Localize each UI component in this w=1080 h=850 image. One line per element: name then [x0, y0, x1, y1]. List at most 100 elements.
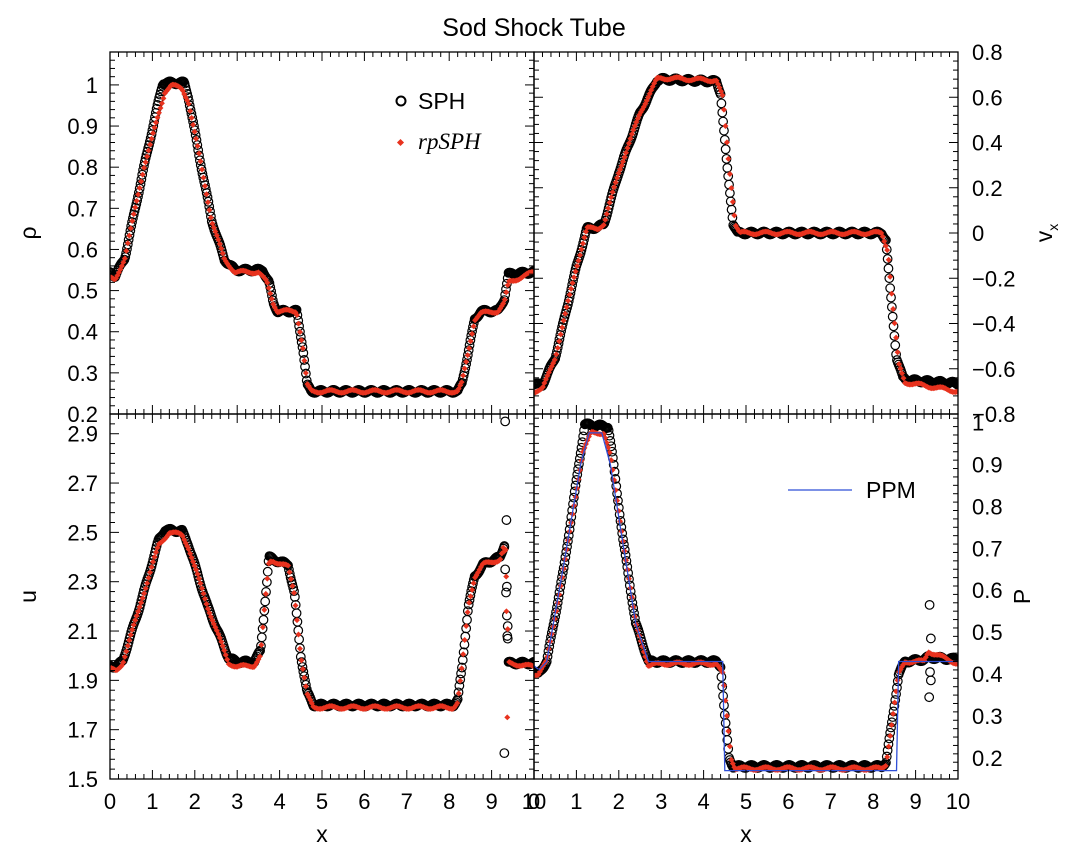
sph-point	[609, 466, 620, 477]
sph-point	[122, 239, 133, 250]
sph-point	[925, 667, 935, 677]
rpsph-point	[884, 754, 891, 760]
rpsph-point	[882, 762, 889, 769]
rpsph-point	[127, 225, 134, 232]
sph-point	[573, 464, 583, 475]
rpsph-point	[207, 214, 214, 221]
u-ytick-label: 2.3	[67, 570, 98, 595]
sph-point	[192, 140, 203, 150]
rpsph-point	[562, 310, 569, 317]
rpsph-point	[206, 207, 213, 214]
rpsph-point	[197, 158, 204, 165]
sph-point	[575, 448, 586, 458]
P-ytick-label: 0.7	[972, 536, 1003, 561]
sph-point	[717, 681, 728, 692]
rpsph-point	[147, 569, 154, 576]
rpsph-point	[193, 135, 200, 142]
sph-point	[457, 662, 467, 673]
sph-point	[295, 326, 305, 337]
sph-point	[889, 330, 900, 341]
u-xtick-label: 7	[401, 789, 413, 814]
u-ytick-label: 2.7	[67, 471, 98, 496]
rpsph-point	[130, 211, 137, 218]
rpsph-point	[529, 269, 534, 275]
legend-sph: SPH	[395, 88, 465, 114]
rpsph-point	[463, 358, 470, 365]
rho-ytick-label: 0.5	[67, 279, 98, 304]
rpsph-point	[142, 159, 149, 166]
vx-ytick-label: −0.4	[972, 312, 1015, 337]
rpsph-point	[138, 178, 145, 185]
rpsph-point	[191, 128, 198, 135]
sph-point	[502, 631, 513, 641]
figure-title: Sod Shock Tube	[442, 14, 625, 42]
rpsph-point	[285, 562, 292, 569]
rpsph-point	[299, 345, 306, 352]
P-ytick-label: 0.5	[972, 620, 1003, 645]
P-ytick-label: 0.9	[972, 452, 1003, 477]
rpsph-point	[503, 573, 510, 580]
sph-point	[890, 340, 901, 351]
rpsph-point	[144, 153, 151, 160]
rho-ytick-label: 0.9	[67, 114, 98, 139]
sph-point	[500, 564, 511, 575]
sph-point	[500, 416, 511, 427]
rpsph-point	[556, 338, 563, 345]
rpsph-point	[891, 320, 898, 327]
rpsph-point	[551, 356, 558, 363]
rpsph-point	[614, 497, 621, 504]
rpsph-point	[572, 268, 579, 275]
rpsph-point	[124, 240, 131, 247]
vx-ytick-label: −0.6	[972, 357, 1015, 382]
rpsph-point	[203, 191, 210, 198]
sph-point	[885, 283, 896, 294]
u-ytick-label: 2.1	[67, 619, 98, 644]
rpsph-point	[897, 365, 904, 372]
vx-ytick-label: 0.4	[972, 131, 1003, 156]
rpsph-point	[953, 388, 958, 395]
velocity-panel: −0.8 −0.6 −0.4 −0.2 0 0.2 0.4 0.6 0.8 vx	[533, 40, 1061, 427]
legend-rpsph-marker	[396, 138, 405, 147]
rpsph-point	[129, 218, 136, 225]
u-ytick-label: 2.5	[67, 520, 98, 545]
P-xtick-label: 8	[867, 789, 879, 814]
rho-ytick-label: 0.2	[67, 402, 98, 427]
rpsph-point	[890, 710, 897, 717]
P-xtick-label: 7	[825, 789, 837, 814]
rpsph-point	[559, 324, 566, 331]
u-xtick-label: 9	[485, 789, 497, 814]
sph-point	[719, 134, 730, 145]
u-y-axis-label: u	[15, 590, 41, 603]
rpsph-point	[574, 262, 581, 269]
rpsph-point	[160, 95, 167, 102]
rpsph-point	[560, 317, 567, 324]
rho-ytick-label: 0.4	[67, 320, 98, 345]
sph-point	[465, 335, 476, 346]
rpsph-point	[196, 150, 203, 157]
rpsph-point	[891, 699, 898, 706]
sph-point	[258, 614, 269, 625]
sph-point	[603, 425, 614, 436]
rpsph-point	[890, 306, 897, 312]
rpsph-point	[147, 141, 154, 148]
sph-point	[501, 278, 512, 289]
sph-point	[124, 230, 135, 241]
sph-point	[256, 632, 267, 643]
rpsph-point	[150, 130, 157, 137]
rpsph-point	[725, 728, 732, 735]
P-ytick-label: 0.2	[972, 746, 1003, 771]
u-xtick-label: 4	[273, 789, 285, 814]
sph-point	[626, 592, 637, 603]
rpsph-point	[470, 580, 477, 587]
sph-point	[194, 155, 205, 166]
vx-plot-area	[534, 72, 958, 396]
sph-point	[203, 196, 214, 207]
rpsph-point	[218, 245, 225, 252]
rpsph-point	[302, 370, 309, 377]
sph-point	[726, 204, 737, 215]
rpsph-point	[145, 147, 152, 154]
rpsph-point	[139, 171, 146, 178]
rho-ytick-label: 0.3	[67, 361, 98, 386]
rpsph-point	[885, 256, 892, 263]
